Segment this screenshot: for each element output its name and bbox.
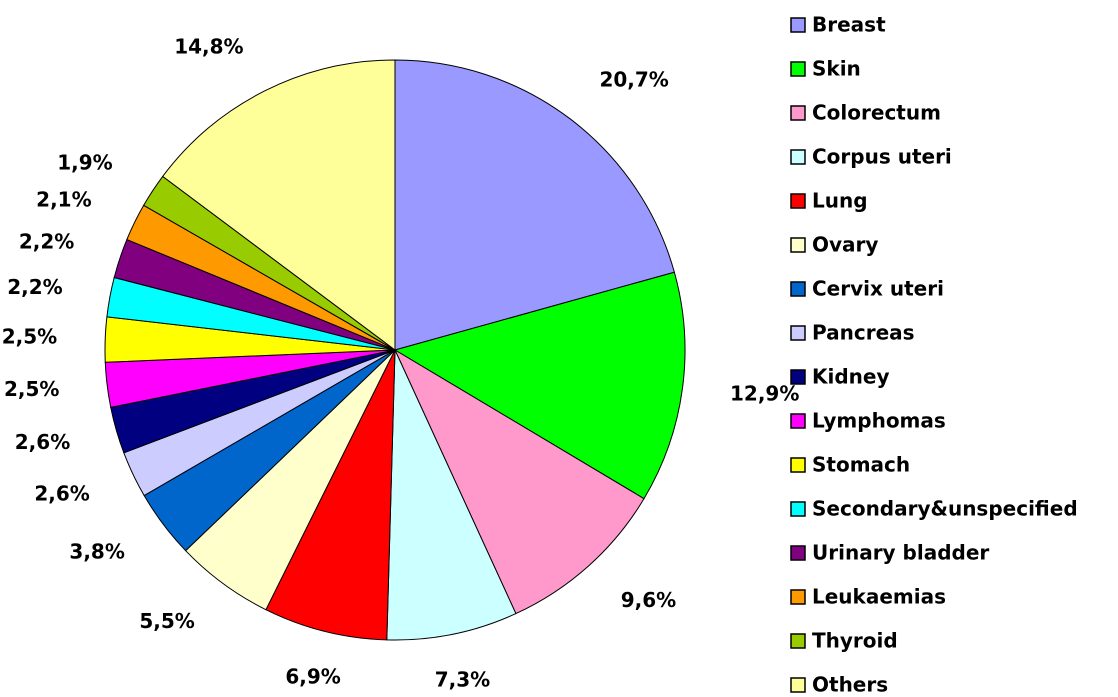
slice-label: 20,7%	[599, 67, 668, 91]
legend-label: Ovary	[812, 233, 878, 257]
legend-label: Colorectum	[812, 101, 941, 125]
legend-swatch	[790, 589, 806, 605]
slice-label: 2,5%	[2, 324, 57, 348]
legend-label: Thyroid	[812, 629, 898, 653]
legend-label: Lung	[812, 189, 868, 213]
legend-label: Urinary bladder	[812, 541, 989, 565]
pie-slice	[162, 59, 396, 351]
pie-slice	[393, 271, 686, 500]
slice-label: 2,2%	[7, 275, 62, 299]
legend-swatch	[790, 545, 806, 561]
pie-slice	[393, 348, 645, 615]
legend-swatch	[790, 633, 806, 649]
legend-label: Breast	[812, 13, 886, 37]
slice-label: 2,2%	[19, 230, 74, 254]
slice-label: 9,6%	[621, 588, 676, 612]
legend-swatch	[790, 149, 806, 165]
legend-label: Lymphomas	[812, 409, 946, 433]
slice-label: 2,6%	[34, 482, 89, 506]
legend-label: Others	[812, 673, 888, 697]
legend-swatch	[790, 281, 806, 297]
legend-label: Secondary&unspecified	[812, 497, 1078, 521]
legend-label: Skin	[812, 57, 861, 81]
legend-swatch	[790, 369, 806, 385]
legend-swatch	[790, 325, 806, 341]
legend-swatch	[790, 193, 806, 209]
legend-label: Pancreas	[812, 321, 915, 345]
pie-slice	[386, 349, 517, 641]
legend-swatch	[790, 677, 806, 693]
slice-label: 2,1%	[36, 187, 91, 211]
legend-swatch	[790, 501, 806, 517]
legend-swatch	[790, 17, 806, 33]
legend-swatch	[790, 105, 806, 121]
slice-label: 3,8%	[69, 540, 124, 564]
slice-label: 2,5%	[4, 377, 59, 401]
slice-label: 12,9%	[730, 381, 799, 405]
legend-label: Kidney	[812, 365, 890, 389]
legend-label: Stomach	[812, 453, 910, 477]
pie-slice	[265, 349, 396, 641]
slice-label: 1,9%	[57, 151, 112, 175]
legend-swatch	[790, 61, 806, 77]
legend-swatch	[790, 457, 806, 473]
pie-slice	[394, 59, 675, 351]
slice-label: 6,9%	[285, 664, 340, 688]
legend-label: Leukaemias	[812, 585, 946, 609]
legend-label: Cervix uteri	[812, 277, 944, 301]
slice-label: 7,3%	[435, 668, 490, 692]
legend-swatch	[790, 413, 806, 429]
slice-label: 14,8%	[174, 34, 243, 58]
slice-label: 2,6%	[15, 430, 70, 454]
legend-swatch	[790, 237, 806, 253]
slice-label: 5,5%	[139, 609, 194, 633]
legend-label: Corpus uteri	[812, 145, 952, 169]
